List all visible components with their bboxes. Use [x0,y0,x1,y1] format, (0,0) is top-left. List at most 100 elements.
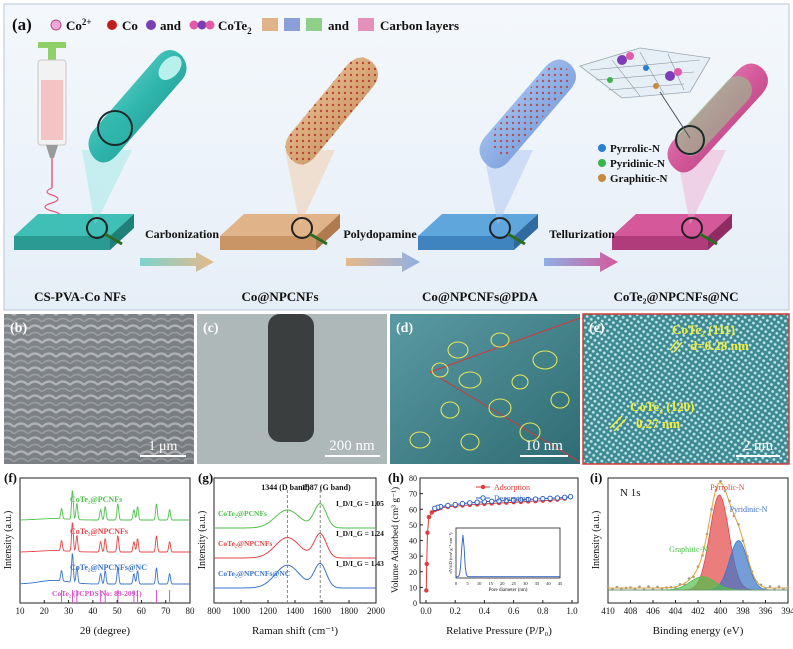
bet-inset-tick-label: 45 [558,581,563,586]
xps-data-point [638,585,641,589]
xrd-tick-label: 20 [40,606,50,616]
panel-i-xlabel: Binding energy (eV) [653,625,744,637]
step-carbonization: Carbonization [145,227,219,241]
raman-ratio-label: I_D/I_G = 1.24 [336,529,384,538]
cote2-marker-1 [189,20,199,30]
pyrrolic-n-label: Pyrrolic-N [610,143,660,155]
bet-desorption-point [525,496,531,503]
xps-data-point [773,588,776,591]
bet-legend-ads-label: Adsorption [494,483,530,492]
raman-tick-label: 2000 [367,606,386,616]
panel-f: (f) CoTe₂@PCNFs CoTe₂@NPCNFs CoTe₂@NPCNFs@… [3,470,195,637]
bet-ytick-label: 30 [409,552,417,561]
stage-cs-pva-co-nfs: CS-PVA-Co NFs [34,289,126,304]
legend-cote2: CoTe [218,18,247,33]
swatch-pink [358,18,374,31]
xrd-tick-label: 80 [186,606,196,616]
panel-d: (d) 10 nm [390,314,581,464]
panel-b-label: (b) [10,321,27,336]
step-tellurization: Tellurization [549,227,615,241]
bet-xtick-label: 0.8 [537,606,549,616]
panel-g-label: (g) [198,470,213,485]
pyridinic-n-label: Pyridinic-N [610,158,665,170]
xps-tick-label: 398 [736,606,750,616]
magnifiers [82,150,726,246]
xps-data-point [764,587,767,591]
xps-tick-label: 410 [601,606,615,616]
swatch-blue [284,18,300,31]
tube-co-npcnfs [285,57,378,165]
legend-and-1: and [160,18,182,33]
pyrrolic-n-marker [598,144,606,152]
panel-c: (c) 200 nm [197,314,387,464]
panel-e-ann1: CoTe₂ (111) [672,322,735,337]
panel-i: (i) Pyrrolic-N Pyridinic-N Graphitic-N 410 4… [590,470,793,637]
bet-desorption-point [540,495,546,502]
bet-inset-tick-label: 20 [500,581,505,586]
xps-tick-label: 400 [714,606,728,616]
xrd-reference-label: CoTe₂ (JCPDS No: 89-2091) [52,589,142,598]
panel-a-legend: Co2+ Co and CoTe2 and Carbon layers [50,17,459,36]
xps-data-point [606,585,610,588]
raman-line-1 [214,532,376,559]
cote2-marker-2 [197,20,207,30]
raman-tick-label: 1400 [286,606,305,616]
bet-adsorption-point [429,510,435,515]
step-polydopamine: Polydopamine [343,227,417,241]
xrd-tick-label: 60 [137,606,147,616]
panel-a-label: (a) [12,15,32,34]
stage-co-npcnfs-pda: Co@NPCNFs@PDA [422,289,539,304]
bet-desorption-point [518,497,524,503]
raman-line-2 [214,562,376,589]
xps-data-point [777,585,781,589]
syringe-illustration [37,42,67,239]
bet-ytick-label: 60 [409,505,417,514]
bet-xtick-label: 0.6 [508,606,520,616]
xps-data-point [647,585,650,588]
panel-e-label: (e) [589,321,605,336]
bet-inset-tick-label: 40 [546,581,551,586]
panel-g-ylabel: Intensity (a.u.) [197,511,208,570]
bet-legend-ads-marker [480,484,486,490]
raman-tick-label: 1000 [232,606,251,616]
graphene-inset [579,47,711,139]
bet-ytick-label: 0 [413,599,417,608]
cote2-marker-3 [205,20,215,30]
graphitic-n-marker [598,174,606,182]
xps-tick-label: 408 [624,606,638,616]
panel-h-xlabel: Relative Pressure (P/P₀) [446,625,552,637]
panel-a: (a) Co2+ Co and CoTe2 and Carbon layers [3,3,790,311]
bet-ytick-label: 70 [409,490,417,499]
panel-f-label: (f) [4,470,17,485]
bet-desorption-point [554,495,561,501]
n-species-legend: Pyrrolic-N Pyridinic-N Graphitic-N [598,143,667,185]
xps-data-point [719,479,722,483]
tube-co-npcnfs-pda [479,59,576,169]
bet-adsorption-point [424,561,429,567]
mat-co-npcnfs-pda [418,214,538,250]
legend-co: Co [122,18,138,33]
stage-co-npcnfs: Co@NPCNFs [241,289,318,304]
bet-legend-des-marker [480,495,486,501]
bet-ytick-label: 80 [409,474,417,483]
raman-tick-label: 800 [207,606,221,616]
panel-g-frame [213,477,377,604]
pyridinic-n-marker [598,159,606,167]
raman-series-label: CoTe₂@NPCNFs@NC [218,569,290,578]
te-marker [146,20,156,30]
xrd-line-0 [20,490,190,521]
panel-i-label: (i) [590,470,602,485]
bet-desorption-point [445,502,451,509]
bet-inset-frame [455,527,561,579]
bet-legend-des-label: Desorption [494,494,530,503]
xrd-series-label: CoTe₂@NPCNFs@NC [70,563,147,572]
bet-xtick-label: 0.4 [479,606,491,616]
bet-inset-ylabel: dV/dD (cm³ g⁻¹ nm⁻¹) [448,532,453,573]
swatch-tan [262,18,278,31]
panel-b-scale-text: 1 μm [149,439,178,454]
panel-e-ann1-d: d=0.28 nm [690,338,749,353]
bet-desorption-point [567,494,574,500]
bet-desorption-point [489,498,495,504]
bet-desorption-point [432,505,438,512]
bet-desorption-point [503,497,509,504]
